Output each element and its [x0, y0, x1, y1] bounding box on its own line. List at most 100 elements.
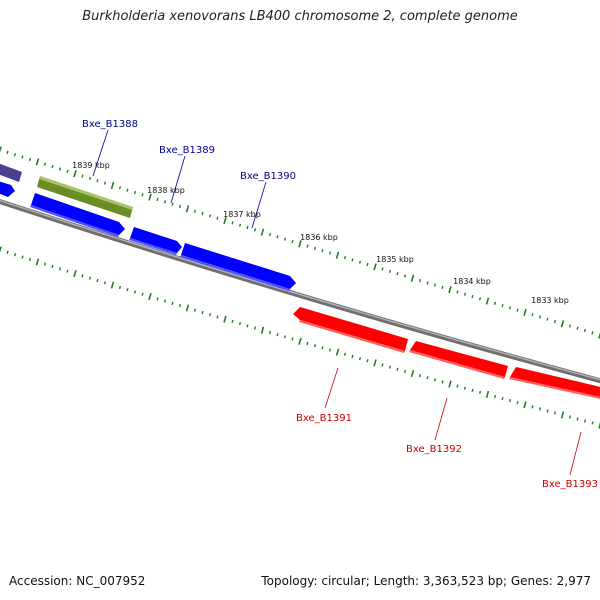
major-tick	[560, 411, 565, 419]
minor-tick	[546, 317, 549, 321]
position-labels: 1839 kbp 1838 kbp 1837 kbp 1836 kbp 1835…	[72, 161, 569, 305]
chromosome-backbone	[0, 199, 600, 384]
major-tick	[223, 315, 227, 323]
minor-tick	[51, 264, 54, 269]
major-tick	[335, 348, 340, 356]
gene-label-bxe-b1392[interactable]: Bxe_B1392	[406, 444, 462, 455]
minor-tick	[201, 310, 204, 315]
minor-tick	[276, 235, 279, 239]
position-label: 1838 kbp	[147, 186, 185, 195]
minor-tick	[193, 209, 197, 213]
major-tick	[148, 193, 152, 201]
gene-forward-1[interactable]	[31, 193, 125, 235]
minor-tick	[463, 292, 467, 296]
minor-tick	[231, 319, 234, 323]
gene-olive[interactable]	[37, 176, 133, 218]
major-tick	[185, 304, 190, 312]
minor-tick	[13, 153, 17, 157]
gene-label-bxe-b1393[interactable]: Bxe_B1393	[542, 479, 598, 490]
minor-tick	[133, 190, 137, 195]
minor-tick	[403, 369, 407, 374]
minor-tick	[171, 301, 174, 305]
minor-tick	[478, 390, 482, 394]
gene-label-bxe-b1391[interactable]: Bxe_B1391	[296, 413, 352, 424]
gene-purple-partial[interactable]	[0, 162, 22, 182]
minor-tick	[591, 331, 594, 335]
position-label: 1836 kbp	[300, 233, 338, 242]
major-tick	[148, 292, 152, 301]
minor-tick	[313, 344, 317, 348]
minor-tick	[81, 274, 84, 278]
minor-tick	[28, 157, 32, 162]
major-tick	[35, 258, 40, 266]
minor-tick	[6, 150, 9, 155]
minor-tick	[381, 267, 384, 271]
minor-tick	[193, 308, 197, 312]
gene-blue-partial[interactable]	[0, 180, 15, 197]
minor-tick	[328, 251, 332, 255]
minor-tick	[508, 306, 512, 310]
minor-tick	[531, 405, 534, 409]
major-tick	[448, 380, 452, 388]
major-tick	[0, 146, 2, 153]
minor-tick	[366, 359, 369, 363]
minor-tick	[126, 188, 129, 192]
position-label: 1837 kbp	[223, 210, 261, 219]
minor-tick	[208, 214, 212, 218]
minor-tick	[583, 328, 587, 333]
leader-line	[170, 155, 186, 204]
gene-label-bxe-b1388[interactable]: Bxe_B1388	[82, 119, 138, 130]
minor-tick	[246, 225, 249, 230]
minor-tick	[576, 417, 579, 421]
minor-tick	[291, 337, 294, 341]
minor-tick	[283, 237, 287, 241]
minor-tick	[403, 274, 407, 278]
minor-tick	[396, 272, 399, 276]
gene-label-bxe-b1390[interactable]: Bxe_B1390	[240, 171, 296, 182]
chromosome-backbone-highlight	[0, 199, 600, 381]
minor-tick	[501, 397, 504, 401]
minor-tick	[238, 322, 242, 326]
minor-tick	[441, 380, 444, 384]
major-tick	[523, 401, 527, 409]
minor-tick	[238, 223, 242, 227]
major-tick	[298, 337, 302, 345]
minor-tick	[201, 211, 204, 216]
minor-tick	[216, 315, 219, 319]
major-tick	[448, 286, 452, 294]
minor-tick	[351, 258, 354, 262]
major-tick	[35, 158, 40, 166]
minor-tick	[343, 352, 347, 356]
minor-tick	[313, 246, 317, 250]
minor-tick	[58, 267, 62, 271]
minor-tick	[171, 202, 174, 206]
minor-tick	[156, 297, 159, 301]
minor-tick	[553, 411, 557, 415]
minor-tick	[96, 179, 99, 183]
gene-label-bxe-b1389[interactable]: Bxe_B1389	[159, 145, 215, 156]
minor-tick	[501, 304, 504, 308]
major-tick	[260, 228, 265, 236]
minor-tick	[516, 401, 519, 405]
gene-forward-3[interactable]	[181, 243, 296, 289]
minor-tick	[163, 299, 167, 303]
gene-reverse-3[interactable]	[510, 367, 600, 398]
major-tick	[560, 320, 565, 328]
gene-reverse-2[interactable]	[410, 341, 508, 377]
minor-tick	[163, 200, 167, 204]
minor-tick	[141, 193, 144, 197]
minor-tick	[418, 278, 422, 283]
minor-tick	[471, 294, 474, 299]
minor-tick	[268, 330, 272, 335]
minor-tick	[456, 384, 459, 388]
gene-reverse-1[interactable]	[293, 307, 408, 351]
minor-tick	[508, 399, 512, 403]
minor-tick	[291, 239, 294, 244]
accession-text: Accession: NC_007952	[9, 574, 146, 588]
minor-tick	[388, 269, 392, 273]
gene-forward-2[interactable]	[130, 227, 182, 253]
minor-tick	[178, 304, 182, 308]
minor-tick	[43, 162, 47, 166]
minor-tick	[231, 221, 234, 225]
